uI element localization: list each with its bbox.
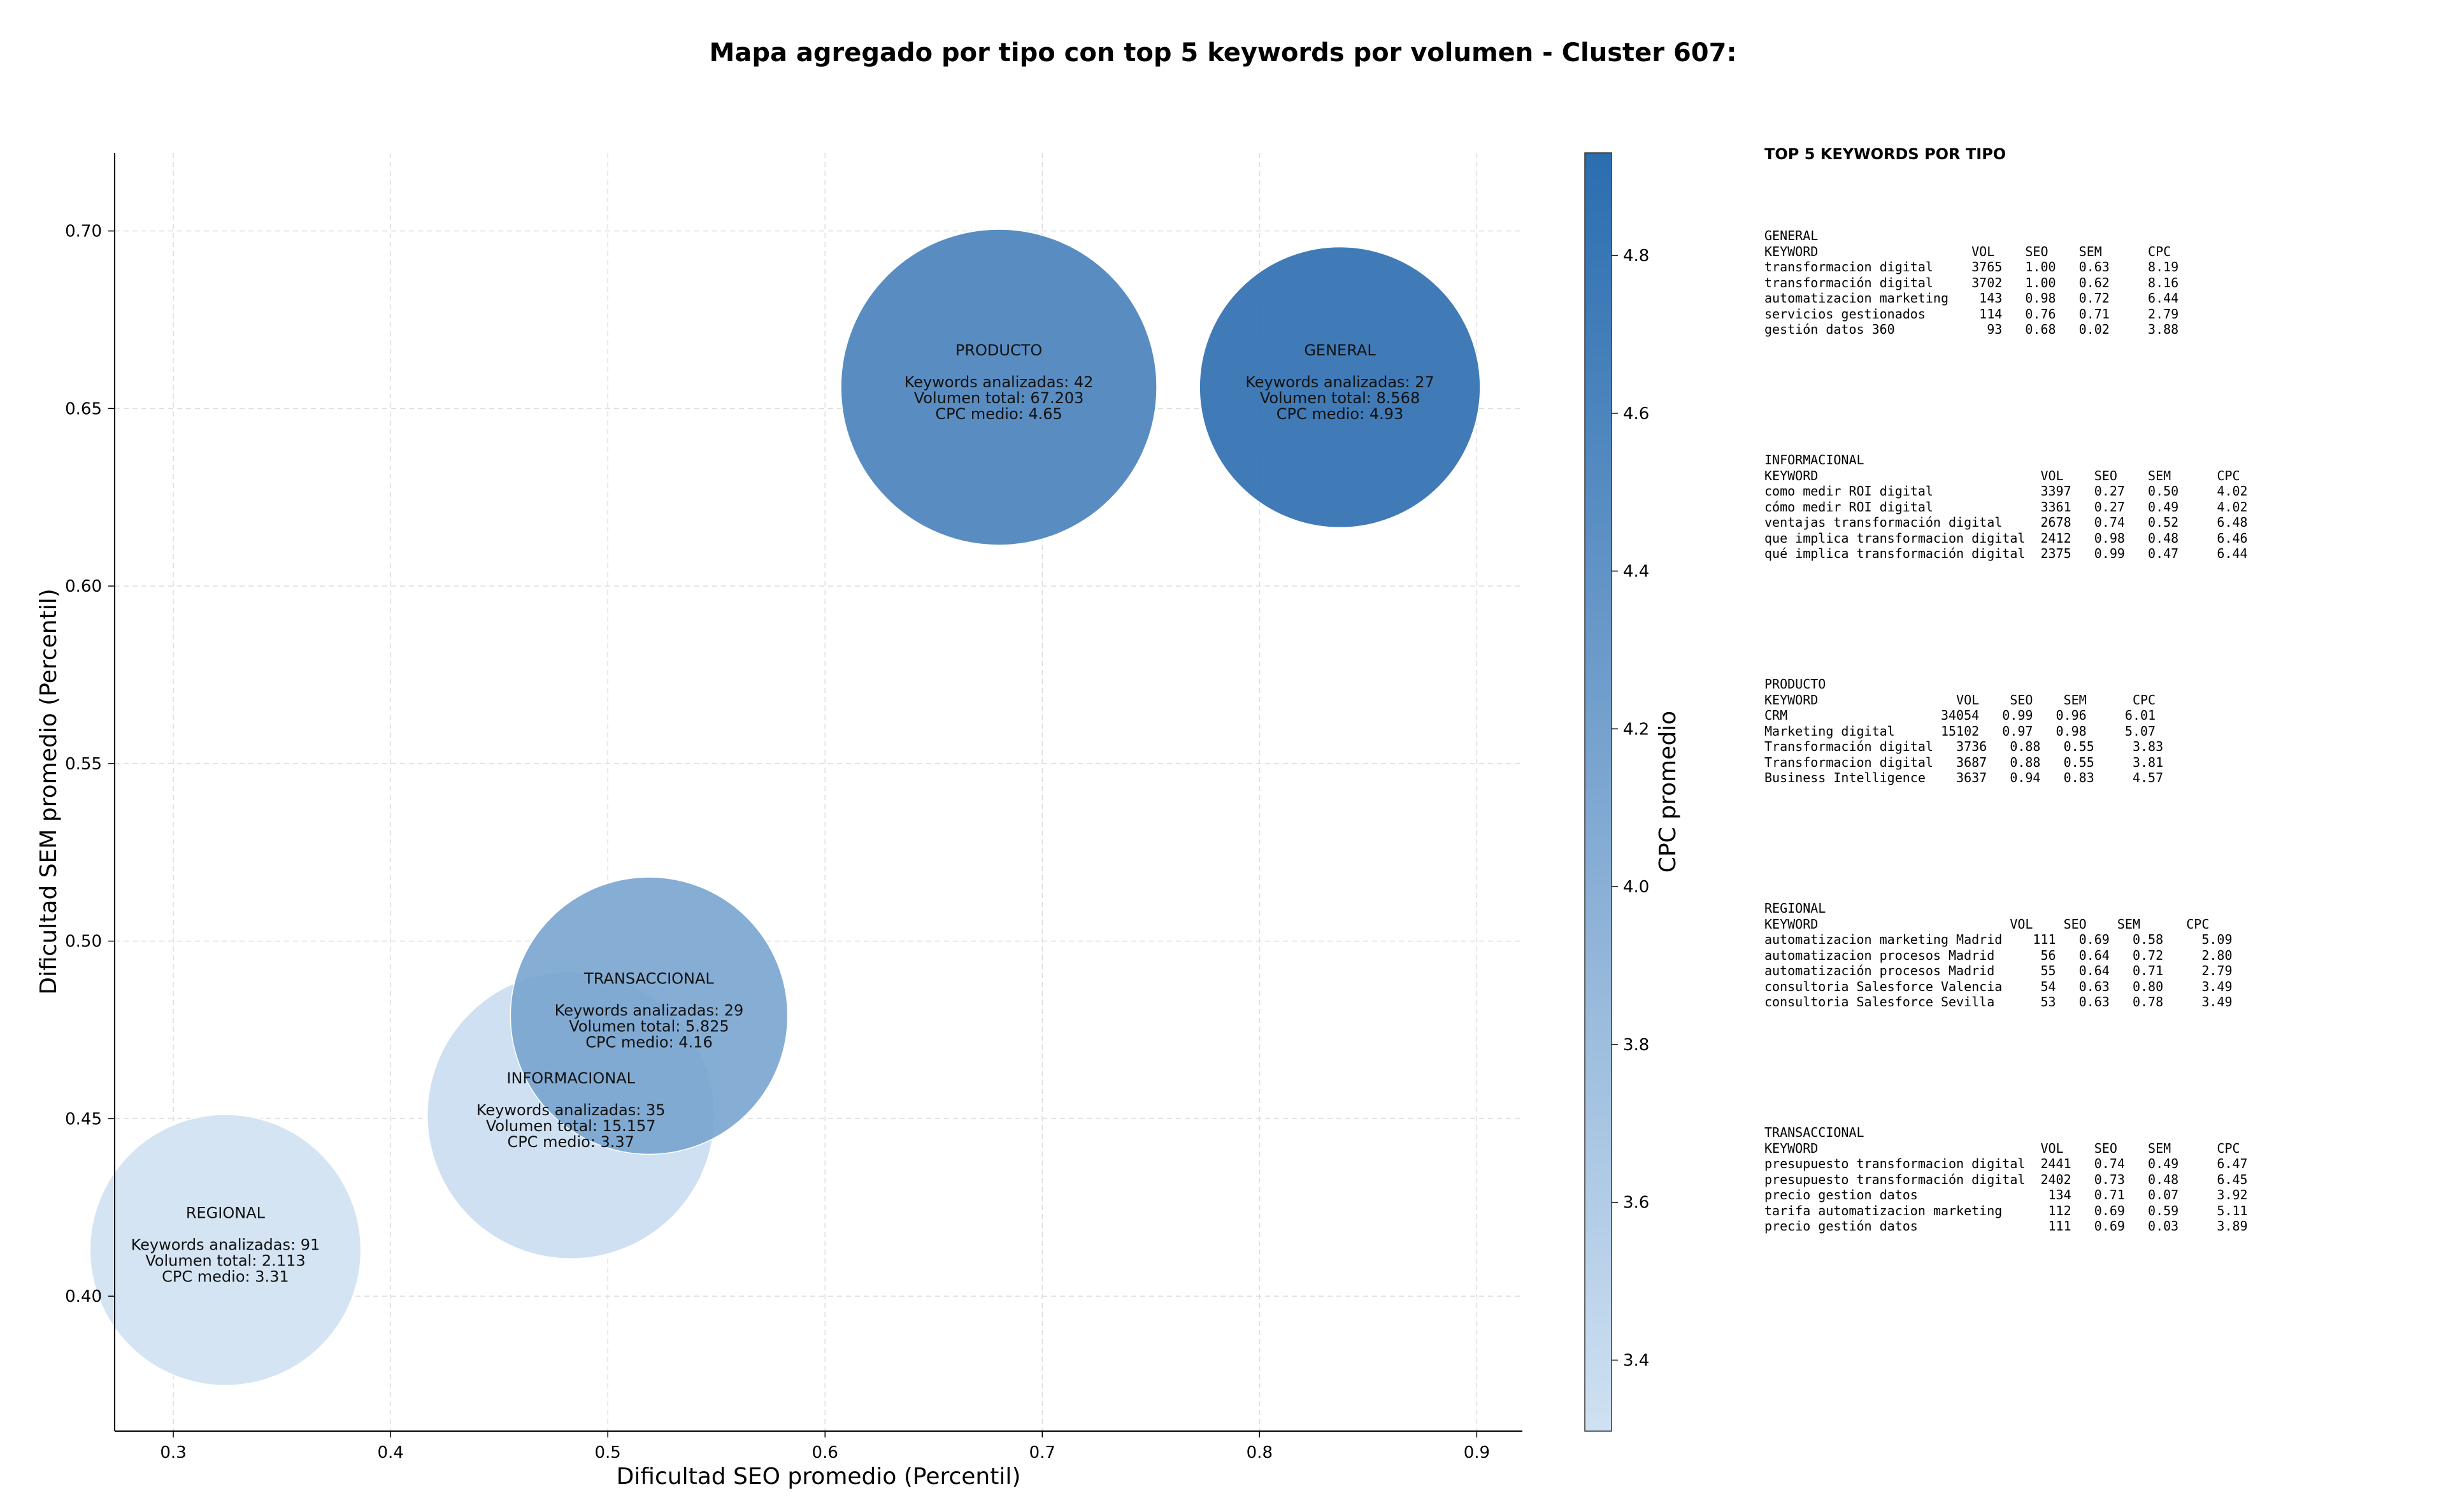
chart-title: Mapa agregado por tipo con top 5 keyword… [710, 38, 1737, 68]
y-tick-label: 0.60 [65, 577, 102, 596]
bubble-label-cpc-line: CPC medio: 3.31 [162, 1268, 289, 1286]
bubble-label-keywords-line: Keywords analizadas: 35 [476, 1101, 666, 1119]
top-keywords-panel: TOP 5 KEYWORDS POR TIPO GENERAL KEYWORD … [1764, 145, 2427, 1266]
y-axis-label: Dificultad SEM promedio (Percentil) [36, 588, 62, 995]
colorbar-tick-label: 3.6 [1623, 1194, 1649, 1213]
bubble-label-cpc-line: CPC medio: 3.37 [507, 1133, 634, 1151]
x-tick-label: 0.8 [1247, 1443, 1273, 1462]
bubble-regional [89, 1114, 362, 1387]
bubble-label-cpc-line: CPC medio: 4.16 [585, 1034, 713, 1052]
bubble-label-keywords-line: Keywords analizadas: 91 [131, 1236, 320, 1254]
y-tick-label: 0.65 [65, 399, 102, 418]
bubble-general [1199, 246, 1481, 529]
y-tick-label: 0.55 [65, 755, 102, 774]
y-tick-label: 0.40 [65, 1287, 102, 1306]
x-tick-label: 0.7 [1029, 1443, 1055, 1462]
colorbar-tick-label: 4.6 [1623, 404, 1649, 424]
colorbar-tick-label: 4.0 [1623, 878, 1649, 897]
y-tick-label: 0.70 [65, 222, 102, 241]
x-ticks: 0.3 0.4 0.5 0.6 0.7 0.8 0.9 [160, 1431, 1490, 1462]
bubbles-layer [89, 229, 1481, 1387]
bubble-producto [840, 229, 1157, 546]
bubble-label-tipo: INFORMACIONAL [506, 1069, 635, 1087]
bubble-label-volumen-line: Volumen total: 67.203 [914, 389, 1084, 407]
bubble-label-tipo: GENERAL [1304, 341, 1376, 359]
colorbar-tick-label: 3.4 [1623, 1352, 1649, 1371]
x-tick-label: 0.9 [1464, 1443, 1490, 1462]
colorbar-tick-label: 4.2 [1623, 720, 1649, 739]
y-tick-label: 0.45 [65, 1109, 102, 1129]
bubble-label-volumen-line: Volumen total: 2.113 [145, 1252, 305, 1270]
keywords-block-informacional: INFORMACIONAL KEYWORD VOL SEO SEM CPC co… [1764, 452, 2248, 561]
bubble-label-keywords-line: Keywords analizadas: 42 [905, 373, 1094, 391]
y-tick-label: 0.50 [65, 932, 102, 952]
keywords-block-general: GENERAL KEYWORD VOL SEO SEM CPC transfor… [1764, 228, 2179, 337]
x-tick-label: 0.5 [595, 1443, 621, 1462]
panel-title: TOP 5 KEYWORDS POR TIPO [1764, 145, 2006, 163]
bubble-label-tipo: TRANSACCIONAL [583, 970, 714, 988]
bubble-label-keywords-line: Keywords analizadas: 29 [555, 1002, 744, 1020]
colorbar [1584, 152, 1612, 1432]
colorbar-tick-label: 4.4 [1623, 562, 1649, 581]
bubble-label-volumen-line: Volumen total: 15.157 [486, 1117, 656, 1135]
x-tick-label: 0.6 [812, 1443, 838, 1462]
keywords-block-regional: REGIONAL KEYWORD VOL SEO SEM CPC automat… [1764, 901, 2233, 1009]
bubble-label-tipo: PRODUCTO [955, 341, 1042, 359]
axes [114, 153, 1522, 1432]
x-axis-label: Dificultad SEO promedio (Percentil) [617, 1464, 1021, 1490]
x-tick-label: 0.4 [377, 1443, 403, 1462]
x-tick-label: 0.3 [160, 1443, 186, 1462]
y-ticks: 0.40 0.45 0.50 0.55 0.60 0.65 0.70 [65, 222, 115, 1306]
bubble-label-volumen-line: Volumen total: 5.825 [569, 1018, 729, 1036]
bubble-label-keywords-line: Keywords analizadas: 27 [1245, 373, 1434, 391]
bubble-label-volumen-line: Volumen total: 8.568 [1260, 389, 1420, 407]
colorbar-ticks: 3.4 3.6 3.8 4.0 4.2 4.4 4.6 4.8 [1612, 246, 1649, 1371]
colorbar-label: CPC promedio [1655, 711, 1681, 873]
bubble-label-cpc-line: CPC medio: 4.65 [935, 405, 1062, 423]
colorbar-tick-label: 4.8 [1623, 246, 1649, 266]
bubble-transaccional [510, 876, 789, 1155]
keywords-block-producto: PRODUCTO KEYWORD VOL SEO SEM CPC CRM 340… [1764, 676, 2164, 785]
bubble-label-cpc-line: CPC medio: 4.93 [1277, 405, 1404, 423]
colorbar-tick-label: 3.8 [1623, 1036, 1649, 1055]
bubble-label-tipo: REGIONAL [186, 1204, 266, 1222]
keywords-block-transaccional: TRANSACCIONAL KEYWORD VOL SEO SEM CPC pr… [1764, 1125, 2248, 1234]
